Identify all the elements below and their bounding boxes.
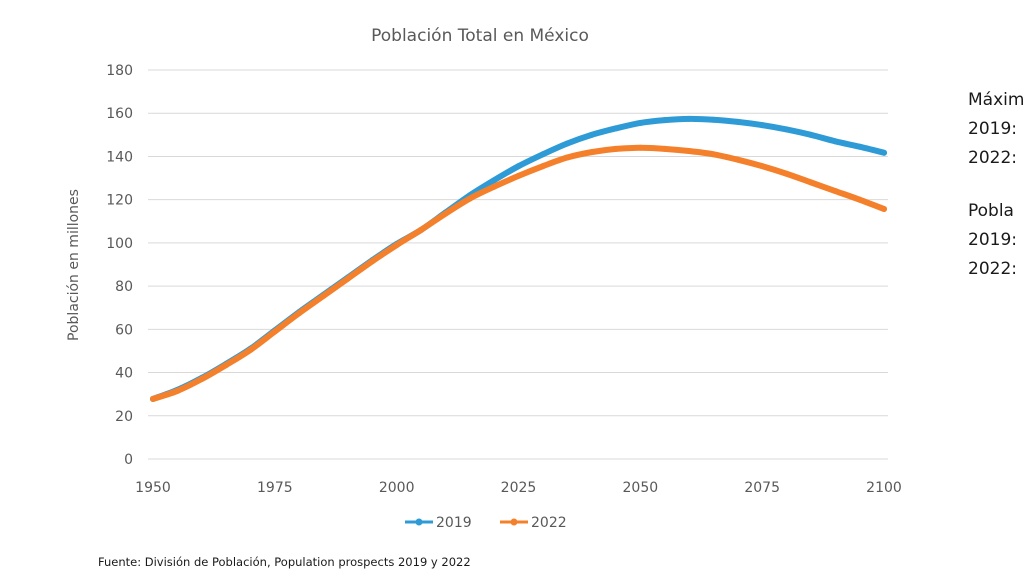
y-axis-ticks: 0 20 40 60 80 100 120 140 160 180	[106, 63, 133, 468]
side-note-heading-max: Máxim	[968, 90, 1024, 110]
series-lines	[150, 115, 887, 402]
side-note-2019-max: 2019:	[968, 119, 1017, 139]
chart-title: Población Total en México	[371, 26, 589, 46]
series-line-2019	[150, 115, 887, 402]
data-point-2022	[856, 196, 863, 203]
x-tick-label: 2000	[379, 480, 415, 496]
legend-label: 2022	[531, 515, 567, 531]
data-point-2022	[807, 179, 814, 186]
data-point-2019	[686, 115, 693, 122]
data-point-2019	[759, 122, 766, 129]
data-point-2019	[710, 116, 717, 123]
y-tick-label: 60	[115, 322, 133, 338]
data-point-2022	[710, 151, 717, 158]
x-tick-label: 2075	[744, 480, 780, 496]
y-tick-label: 100	[106, 236, 133, 252]
data-point-2022	[296, 310, 303, 317]
data-point-2022	[223, 361, 230, 368]
data-point-2019	[832, 138, 839, 145]
data-point-2022	[564, 154, 571, 161]
data-point-2022	[344, 275, 351, 282]
y-tick-label: 80	[115, 279, 133, 295]
data-point-2019	[881, 149, 887, 156]
data-point-2022	[247, 346, 254, 353]
data-point-2022	[418, 226, 425, 233]
data-point-2022	[491, 183, 498, 190]
legend-item-2022: 2022	[500, 515, 567, 531]
legend-swatch-marker	[415, 518, 423, 526]
side-note-2019-pop: 2019:	[968, 230, 1017, 250]
data-point-2019	[612, 125, 619, 132]
side-note-2022-pop: 2022:	[968, 259, 1017, 279]
series-line-2022	[150, 144, 887, 402]
legend: 2019 2022	[405, 515, 567, 531]
y-tick-label: 180	[106, 63, 133, 79]
data-point-2022	[369, 258, 376, 265]
legend-label: 2019	[436, 515, 472, 531]
data-point-2019	[661, 117, 668, 124]
data-point-2022	[466, 195, 473, 202]
y-tick-label: 140	[106, 149, 133, 165]
data-point-2022	[539, 163, 546, 170]
data-point-2022	[393, 242, 400, 249]
x-tick-label: 1975	[257, 480, 293, 496]
data-point-2022	[661, 145, 668, 152]
data-point-2022	[320, 292, 327, 299]
y-tick-label: 0	[124, 452, 133, 468]
data-point-2022	[759, 163, 766, 170]
side-notes: Máxim 2019: 2022: Pobla 2019: 2022:	[968, 86, 1024, 284]
data-point-2019	[637, 119, 644, 126]
data-point-2019	[734, 118, 741, 125]
data-point-2019	[564, 140, 571, 147]
side-note-2022-max: 2022:	[968, 148, 1017, 168]
data-point-2019	[807, 131, 814, 138]
x-tick-label: 2050	[623, 480, 659, 496]
x-axis-ticks: 1950 1975 2000 2025 2050 2075 2100	[135, 480, 902, 496]
data-point-2022	[271, 328, 278, 335]
data-point-2019	[491, 177, 498, 184]
data-point-2022	[442, 210, 449, 217]
source-note: Fuente: División de Población, Populatio…	[98, 555, 471, 569]
y-tick-label: 120	[106, 193, 133, 209]
legend-swatch-marker	[510, 518, 518, 526]
data-point-2022	[832, 188, 839, 195]
data-point-2022	[588, 149, 595, 156]
data-point-2022	[150, 395, 156, 402]
data-point-2022	[783, 170, 790, 177]
y-tick-label: 40	[115, 366, 133, 382]
data-point-2019	[856, 143, 863, 150]
side-note-heading-pop: Pobla	[968, 201, 1014, 221]
x-tick-label: 2100	[866, 480, 902, 496]
data-point-2022	[174, 387, 181, 394]
data-point-2022	[734, 156, 741, 163]
data-point-2022	[686, 148, 693, 155]
y-axis-label: Población en millones	[66, 189, 82, 341]
x-tick-label: 2025	[501, 480, 537, 496]
y-tick-label: 20	[115, 409, 133, 425]
legend-item-2019: 2019	[405, 515, 472, 531]
data-point-2019	[588, 131, 595, 138]
data-point-2022	[515, 172, 522, 179]
x-tick-label: 1950	[135, 480, 171, 496]
data-point-2022	[612, 145, 619, 152]
data-point-2019	[783, 126, 790, 133]
y-tick-label: 160	[106, 106, 133, 122]
data-point-2019	[539, 151, 546, 158]
data-point-2019	[515, 163, 522, 170]
data-point-2022	[198, 376, 205, 383]
data-point-2022	[637, 144, 644, 151]
data-point-2022	[881, 205, 887, 212]
